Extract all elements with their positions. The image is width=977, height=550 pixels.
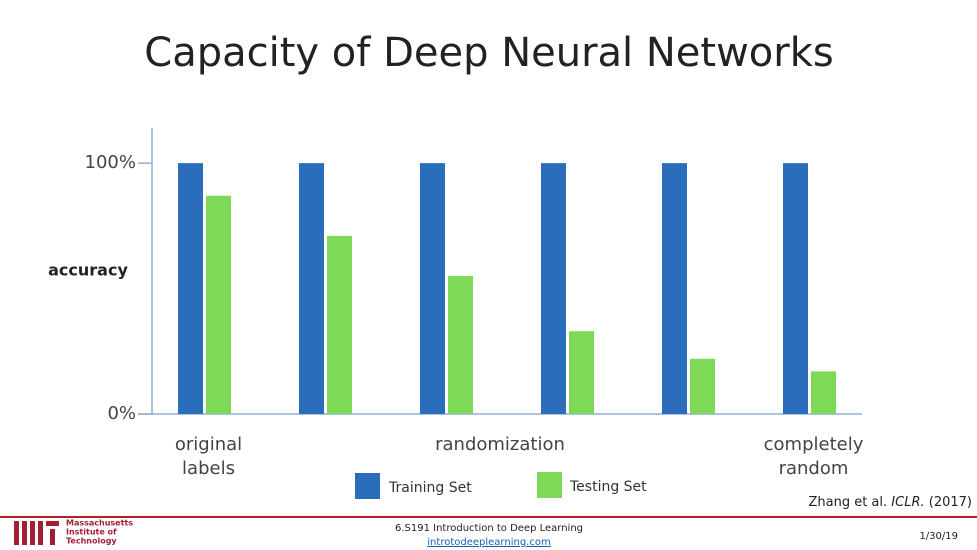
x-tick-label: completely random	[764, 434, 864, 479]
citation: Zhang et al. ICLR. (2017)	[808, 495, 972, 510]
institution-line: Technology	[66, 537, 117, 546]
x-tick-label: original labels	[175, 434, 242, 479]
bar	[327, 235, 352, 414]
bar	[569, 331, 594, 414]
date: 1/30/19	[919, 531, 958, 542]
y-tick-label: 0%	[107, 403, 136, 424]
course-name: 6.S191 Introduction to Deep Learning	[395, 523, 583, 534]
bar	[420, 163, 445, 414]
bar	[783, 163, 808, 414]
bar	[662, 163, 687, 414]
slide-title: Capacity of Deep Neural Networks	[144, 30, 833, 76]
y-axis-label: accuracy	[48, 261, 128, 280]
legend-label: Training Set	[388, 480, 472, 496]
institution-line: Institute of	[66, 528, 117, 537]
y-tick-label: 100%	[85, 152, 136, 173]
bar	[206, 195, 231, 414]
bar	[178, 163, 203, 414]
x-annotation: randomization	[435, 434, 565, 455]
bar	[448, 276, 473, 414]
mit-logo	[14, 521, 59, 545]
bar	[690, 358, 715, 414]
institution-line: Massachusetts	[66, 519, 133, 528]
legend-swatch	[355, 473, 380, 499]
citation-year: (2017)	[929, 495, 972, 510]
bar	[299, 163, 324, 414]
citation-venue: ICLR.	[891, 495, 924, 510]
legend-label: Testing Set	[569, 479, 647, 495]
bar	[541, 163, 566, 414]
citation-authors: Zhang et al.	[808, 495, 887, 510]
bar	[811, 371, 836, 414]
course-link[interactable]: introtodeeplearning.com	[427, 537, 550, 548]
legend-swatch	[537, 472, 562, 498]
